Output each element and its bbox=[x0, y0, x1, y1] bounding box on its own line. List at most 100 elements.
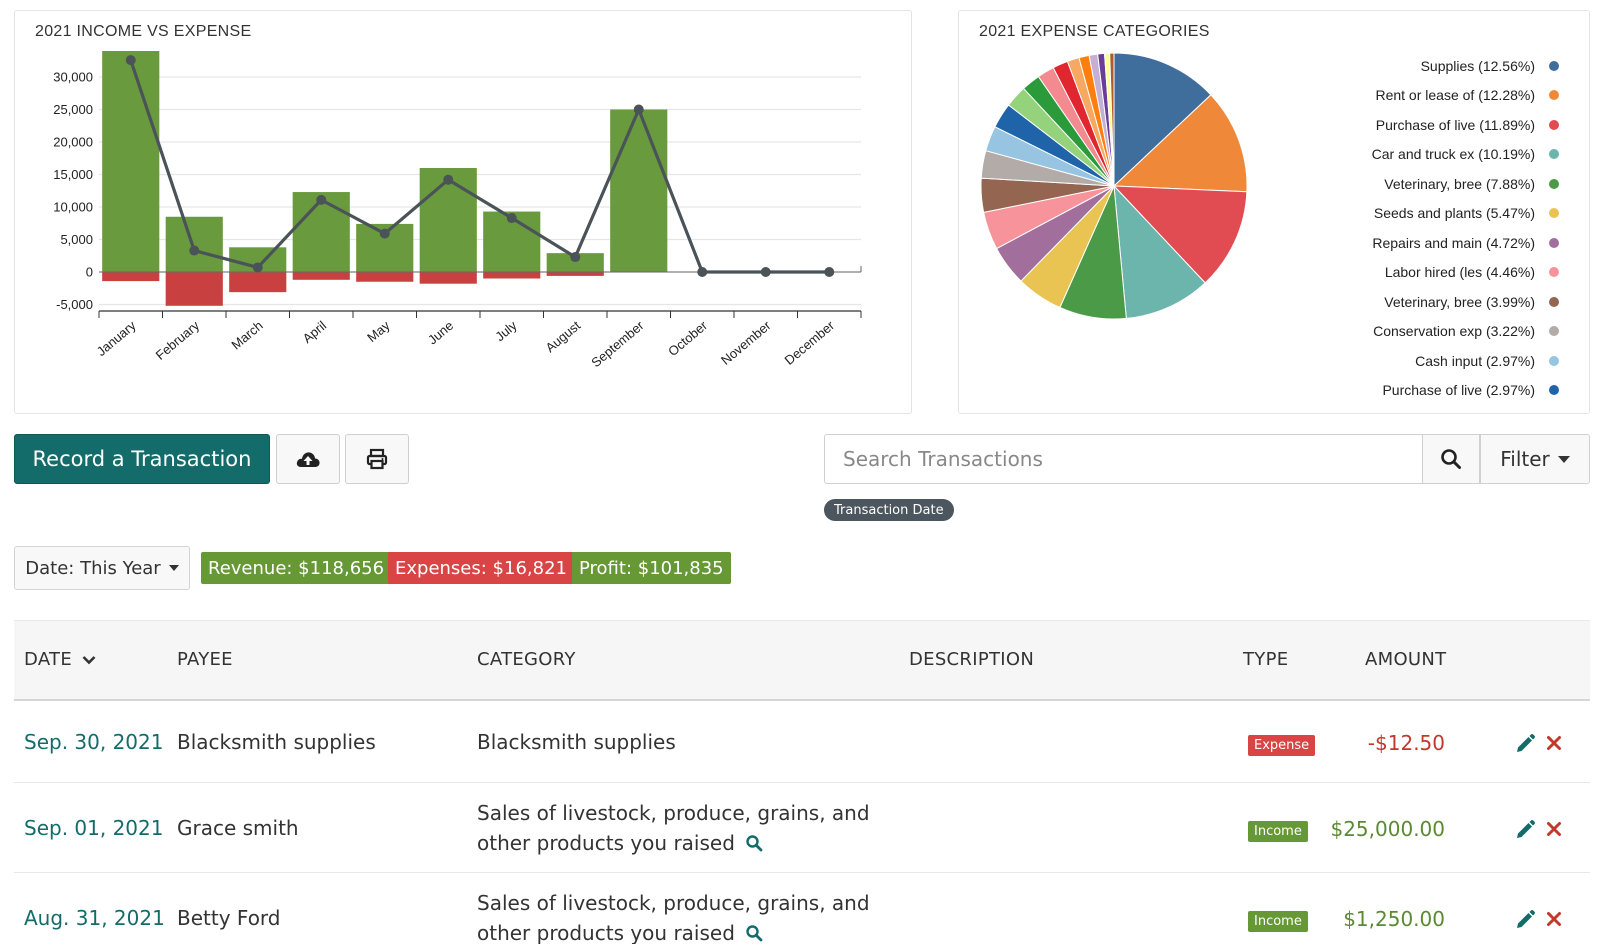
row-date-link[interactable]: Sep. 30, 2021 bbox=[24, 730, 164, 754]
profit-point bbox=[697, 267, 708, 277]
legend-item: Repairs and main (4.72%) bbox=[1372, 228, 1559, 258]
income-bar bbox=[419, 168, 477, 272]
category-column-header[interactable]: CATEGORY bbox=[477, 649, 576, 670]
legend-item: Purchase of live (2.97%) bbox=[1372, 376, 1559, 406]
income-bar bbox=[102, 51, 160, 272]
chevron-down-icon bbox=[168, 565, 179, 571]
search-icon bbox=[1441, 449, 1461, 469]
legend-swatch bbox=[1549, 237, 1559, 248]
row-date-link[interactable]: Sep. 01, 2021 bbox=[24, 816, 164, 840]
chevron-down-icon bbox=[1557, 455, 1570, 463]
edit-pencil-icon[interactable] bbox=[1514, 733, 1536, 755]
legend-label: Conservation exp (3.22%) bbox=[1373, 323, 1535, 340]
date-range-label: Date: This Year bbox=[25, 557, 161, 579]
legend-swatch bbox=[1549, 267, 1559, 278]
legend-label: Supplies (12.56%) bbox=[1420, 57, 1535, 74]
x-tick-label: July bbox=[492, 317, 520, 344]
edit-pencil-icon[interactable] bbox=[1514, 819, 1536, 841]
profit-point bbox=[570, 252, 581, 263]
expense-bar bbox=[419, 272, 477, 284]
print-icon bbox=[366, 448, 388, 470]
legend-swatch bbox=[1549, 178, 1559, 189]
legend-swatch bbox=[1549, 385, 1559, 396]
row-date-link[interactable]: Aug. 31, 2021 bbox=[24, 906, 165, 930]
search-icon[interactable] bbox=[745, 834, 763, 852]
row-category: Sales of livestock, produce, grains, and… bbox=[477, 888, 870, 944]
expenses-badge: Expenses: $16,821 bbox=[388, 552, 574, 584]
y-tick-label: 5,000 bbox=[60, 232, 93, 247]
legend-item: Veterinary, bree (3.99%) bbox=[1372, 287, 1559, 317]
x-tick-label: August bbox=[543, 318, 584, 356]
table-row: Sep. 30, 2021 Blacksmith supplies Blacks… bbox=[14, 702, 1590, 783]
type-column-header[interactable]: TYPE bbox=[1243, 649, 1289, 670]
record-transaction-button[interactable]: Record a Transaction bbox=[14, 434, 270, 484]
delete-x-icon[interactable] bbox=[1546, 735, 1562, 751]
legend-item: Car and truck ex (10.19%) bbox=[1372, 140, 1559, 170]
x-tick-label: October bbox=[665, 317, 711, 359]
date-column-header[interactable]: DATE bbox=[24, 649, 96, 670]
legend-label: Seeds and plants (5.47%) bbox=[1373, 205, 1535, 222]
legend-label: Cash input (2.97%) bbox=[1415, 352, 1535, 369]
x-tick-label: June bbox=[425, 318, 456, 348]
active-filter-chip[interactable]: Transaction Date bbox=[824, 499, 954, 521]
amount-column-header[interactable]: AMOUNT bbox=[1365, 649, 1447, 670]
date-header-label: DATE bbox=[24, 649, 73, 670]
type-badge: Expense bbox=[1248, 735, 1316, 756]
expense-bar bbox=[292, 272, 350, 280]
legend-label: Veterinary, bree (3.99%) bbox=[1384, 293, 1535, 310]
legend-swatch bbox=[1549, 60, 1559, 71]
x-tick-label: March bbox=[228, 318, 265, 353]
pie-slice bbox=[1109, 52, 1115, 187]
date-range-dropdown[interactable]: Date: This Year bbox=[14, 546, 190, 590]
legend-item: Supplies (12.56%) bbox=[1372, 51, 1559, 81]
row-amount: $25,000.00 bbox=[1330, 817, 1445, 841]
x-tick-label: May bbox=[364, 317, 393, 345]
y-tick-label: 25,000 bbox=[53, 102, 93, 117]
expense-bar bbox=[102, 272, 160, 282]
expense-pie-chart bbox=[980, 52, 1248, 320]
profit-point bbox=[506, 213, 517, 224]
income-bar bbox=[546, 253, 604, 272]
x-tick-label: December bbox=[782, 317, 838, 367]
payee-column-header[interactable]: PAYEE bbox=[177, 649, 233, 670]
search-input[interactable]: Search Transactions bbox=[824, 434, 1423, 484]
y-tick-label: -5,000 bbox=[56, 297, 93, 312]
delete-x-icon[interactable] bbox=[1546, 821, 1562, 837]
cloud-upload-icon bbox=[296, 452, 320, 467]
profit-badge: Profit: $101,835 bbox=[572, 552, 731, 584]
legend-label: Purchase of live (11.89%) bbox=[1375, 116, 1535, 133]
income-expense-chart-panel: 2021 INCOME VS EXPENSE 30,000 25,000 20,00… bbox=[14, 10, 912, 414]
delete-x-icon[interactable] bbox=[1546, 911, 1562, 927]
upload-button[interactable] bbox=[276, 434, 340, 484]
profit-point bbox=[760, 267, 771, 277]
legend-label: Rent or lease of (12.28%) bbox=[1375, 87, 1535, 104]
edit-pencil-icon[interactable] bbox=[1514, 909, 1536, 931]
legend-swatch bbox=[1549, 208, 1559, 219]
row-amount: $1,250.00 bbox=[1343, 907, 1445, 931]
legend-swatch bbox=[1549, 355, 1559, 366]
legend-item: Cash input (2.97%) bbox=[1372, 346, 1559, 376]
legend-swatch bbox=[1549, 119, 1559, 130]
pie-slice bbox=[1113, 184, 1206, 319]
search-button[interactable] bbox=[1422, 434, 1480, 484]
category-line-2-text: other products you raised bbox=[477, 921, 735, 944]
print-button[interactable] bbox=[345, 434, 409, 484]
row-payee: Betty Ford bbox=[177, 906, 281, 930]
transactions-table: DATE PAYEE CATEGORY DESCRIPTION TYPE AMO… bbox=[14, 620, 1590, 944]
legend-label: Labor hired (les (4.46%) bbox=[1384, 264, 1535, 281]
legend-swatch bbox=[1549, 296, 1559, 307]
legend-item: Purchase of live (11.89%) bbox=[1372, 110, 1559, 140]
legend-item: Labor hired (les (4.46%) bbox=[1372, 258, 1559, 288]
income-bar bbox=[292, 192, 350, 272]
filter-dropdown[interactable]: Filter bbox=[1480, 434, 1590, 484]
y-tick-label: 10,000 bbox=[53, 200, 93, 215]
profit-line bbox=[129, 59, 830, 274]
search-icon[interactable] bbox=[745, 924, 763, 942]
category-line-2: other products you raised bbox=[477, 918, 870, 944]
description-column-header[interactable]: DESCRIPTION bbox=[909, 649, 1035, 670]
y-tick-label: 15,000 bbox=[53, 167, 93, 182]
pie-slice bbox=[1112, 94, 1248, 193]
income-chart-title: 2021 INCOME VS EXPENSE bbox=[35, 23, 252, 40]
pie-legend: Supplies (12.56%) Rent or lease of (12.28… bbox=[1372, 51, 1559, 405]
y-tick-label: 30,000 bbox=[53, 70, 93, 85]
